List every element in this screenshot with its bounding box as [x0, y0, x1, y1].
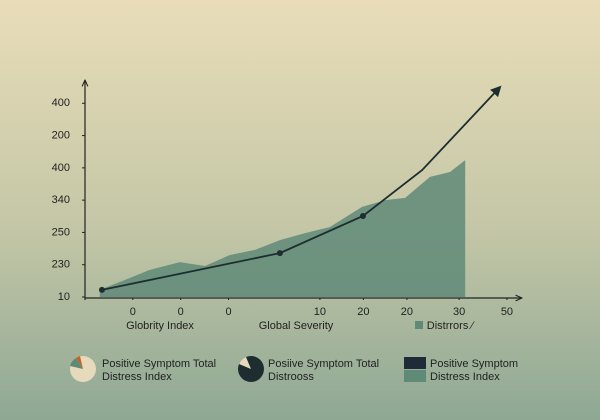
x-tick-label: 0 — [130, 306, 136, 318]
legend-label: Positive Symptom — [430, 358, 518, 370]
legend-label: Posiive Symptom Total — [268, 358, 379, 370]
legend-icon-squares — [404, 357, 426, 382]
y-tick-label: 230 — [52, 259, 70, 271]
trend-point — [359, 212, 366, 219]
area — [99, 160, 466, 297]
y-tick-label: 250 — [52, 226, 70, 238]
x-tick-label: 20 — [401, 306, 413, 318]
legend-icon-pie — [70, 356, 96, 382]
y-tick-label: 340 — [52, 194, 70, 206]
x-tick-label: 0 — [225, 306, 231, 318]
legend-label: Distrooss — [268, 371, 314, 383]
y-tick-label: 200 — [52, 129, 70, 141]
legend — [70, 356, 426, 382]
legend-label: Distress Index — [430, 371, 500, 383]
legend-label: Positive Symptom Total — [102, 358, 216, 370]
x-tick-label: 50 — [501, 306, 513, 318]
legend-label: Distress Index — [102, 371, 172, 383]
legend-icon-pie — [238, 356, 264, 382]
caption-swatch — [415, 321, 423, 329]
y-tick-label: 400 — [52, 97, 70, 109]
axis-caption: Global Severity — [259, 320, 334, 332]
trend-point — [98, 286, 105, 293]
x-tick-label: 10 — [314, 306, 326, 318]
trend-point — [276, 250, 283, 257]
axis-caption: Globrity Index — [126, 320, 194, 332]
axis-caption: Distrrors ⁄ — [427, 320, 476, 332]
x-tick-label: 0 — [178, 306, 184, 318]
y-tick-label: 10 — [58, 291, 70, 303]
y-tick-label: 400 — [52, 162, 70, 174]
x-tick-label: 30 — [453, 306, 465, 318]
x-tick-label: 20 — [357, 306, 369, 318]
